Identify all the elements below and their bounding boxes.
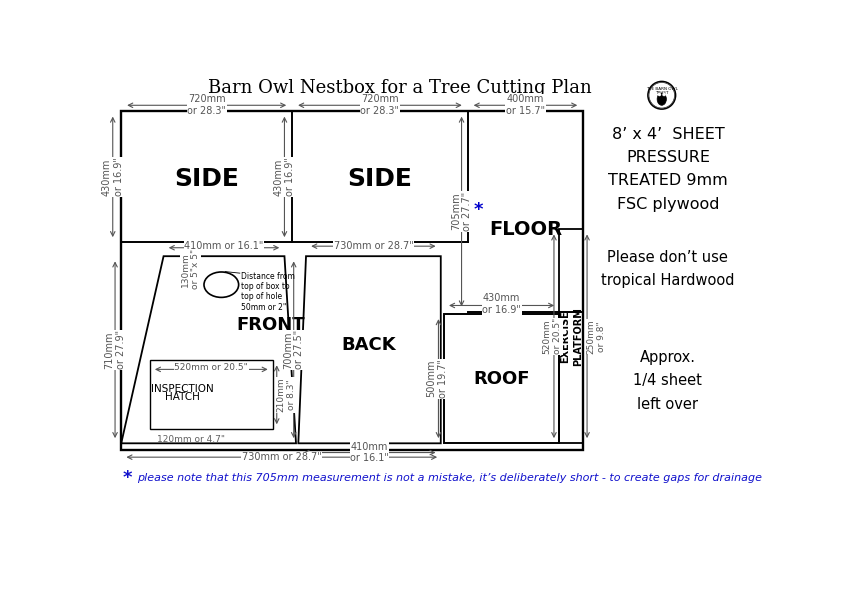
Text: 710mm
or 27.9": 710mm or 27.9" xyxy=(104,330,125,369)
Text: *: * xyxy=(123,469,132,487)
Text: 720mm
or 28.3": 720mm or 28.3" xyxy=(360,95,399,116)
Ellipse shape xyxy=(658,93,661,96)
Text: INSPECTION: INSPECTION xyxy=(151,384,213,394)
Text: HATCH: HATCH xyxy=(164,392,200,402)
Text: ROOF: ROOF xyxy=(473,369,530,387)
Text: 700mm
or 27.5": 700mm or 27.5" xyxy=(283,330,305,369)
Ellipse shape xyxy=(657,93,666,105)
Text: TRUST: TRUST xyxy=(655,91,669,95)
Text: SIDE: SIDE xyxy=(348,167,413,191)
Ellipse shape xyxy=(663,93,666,96)
Text: 400mm
or 15.7": 400mm or 15.7" xyxy=(506,95,545,116)
Text: EXERCISE
PLATFORM: EXERCISE PLATFORM xyxy=(560,307,583,366)
Text: BACK: BACK xyxy=(342,336,397,354)
Text: *: * xyxy=(474,201,483,219)
Text: 410mm or 16.1": 410mm or 16.1" xyxy=(184,241,264,251)
Text: 430mm
or 16.9": 430mm or 16.9" xyxy=(482,293,521,315)
Text: 430mm
or 16.9": 430mm or 16.9" xyxy=(274,158,296,196)
Text: Approx.
1/4 sheet
left over: Approx. 1/4 sheet left over xyxy=(633,350,702,412)
Text: 410mm
or 16.1": 410mm or 16.1" xyxy=(350,441,389,464)
Text: 130mm
or 5"x 5": 130mm or 5"x 5" xyxy=(181,249,200,289)
Bar xyxy=(121,111,584,450)
Text: 730mm or 28.7": 730mm or 28.7" xyxy=(242,452,322,462)
Text: 430mm
or 16.9": 430mm or 16.9" xyxy=(102,158,124,196)
Text: 500mm
or 19.7": 500mm or 19.7" xyxy=(426,359,448,398)
Text: 720mm
or 28.3": 720mm or 28.3" xyxy=(187,95,226,116)
Text: Distance from
top of box to
top of hole
50mm or 2": Distance from top of box to top of hole … xyxy=(242,271,296,312)
Text: Please don’t use
tropical Hardwood: Please don’t use tropical Hardwood xyxy=(601,250,735,289)
Text: please note that this 705mm measurement is not a mistake, it’s deliberately shor: please note that this 705mm measurement … xyxy=(136,473,762,483)
Text: 520mm
or 20.5": 520mm or 20.5" xyxy=(543,318,562,355)
Bar xyxy=(150,360,273,430)
Text: 210mm
or 8.3": 210mm or 8.3" xyxy=(276,377,296,412)
Text: FLOOR: FLOOR xyxy=(489,220,562,239)
Text: THE BARN OWL: THE BARN OWL xyxy=(646,87,678,91)
Text: Barn Owl Nestbox for a Tree Cutting Plan: Barn Owl Nestbox for a Tree Cutting Plan xyxy=(208,79,592,98)
Bar xyxy=(559,229,584,443)
Text: 730mm or 28.7": 730mm or 28.7" xyxy=(333,241,413,251)
Text: 120mm or 4.7": 120mm or 4.7" xyxy=(157,435,225,444)
Bar xyxy=(444,314,559,443)
Text: 520mm or 20.5": 520mm or 20.5" xyxy=(174,362,248,372)
Text: 705mm
or 27.7": 705mm or 27.7" xyxy=(450,192,472,231)
Text: 250mm
or 9.8": 250mm or 9.8" xyxy=(587,319,606,353)
Text: FRONT: FRONT xyxy=(237,317,306,334)
Text: 8’ x 4’  SHEET
PRESSURE
TREATED 9mm
FSC plywood: 8’ x 4’ SHEET PRESSURE TREATED 9mm FSC p… xyxy=(608,127,727,212)
Text: SIDE: SIDE xyxy=(174,167,239,191)
